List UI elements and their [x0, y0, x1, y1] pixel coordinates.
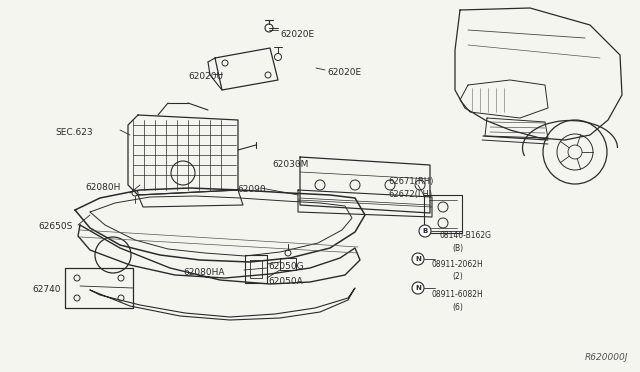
Text: 62672(LH): 62672(LH) [388, 190, 432, 199]
Text: 62030M: 62030M [272, 160, 308, 169]
Text: B: B [422, 228, 428, 234]
Circle shape [412, 282, 424, 294]
Text: 08911-6082H: 08911-6082H [432, 290, 484, 299]
Text: 62080HA: 62080HA [183, 268, 225, 277]
Text: N: N [415, 256, 421, 262]
Text: 08911-2062H: 08911-2062H [432, 260, 484, 269]
Text: SEC.623: SEC.623 [55, 128, 93, 137]
Text: 08146-B162G: 08146-B162G [439, 231, 491, 240]
Text: (2): (2) [452, 272, 463, 281]
Circle shape [419, 225, 431, 237]
Circle shape [412, 253, 424, 265]
Text: 62020U: 62020U [188, 72, 223, 81]
Text: 62650S: 62650S [38, 222, 72, 231]
Text: (6): (6) [452, 303, 463, 312]
Text: (B): (B) [452, 244, 463, 253]
Text: 62050A: 62050A [268, 277, 303, 286]
Text: 62671(RH): 62671(RH) [388, 177, 433, 186]
Text: 62020E: 62020E [280, 30, 314, 39]
Text: 62090: 62090 [237, 185, 266, 194]
Text: 62020E: 62020E [327, 68, 361, 77]
Text: R620000J: R620000J [584, 353, 628, 362]
Text: 62080H: 62080H [85, 183, 120, 192]
Text: N: N [415, 285, 421, 291]
Text: 62740: 62740 [32, 285, 61, 294]
Text: 62050G: 62050G [268, 262, 303, 271]
